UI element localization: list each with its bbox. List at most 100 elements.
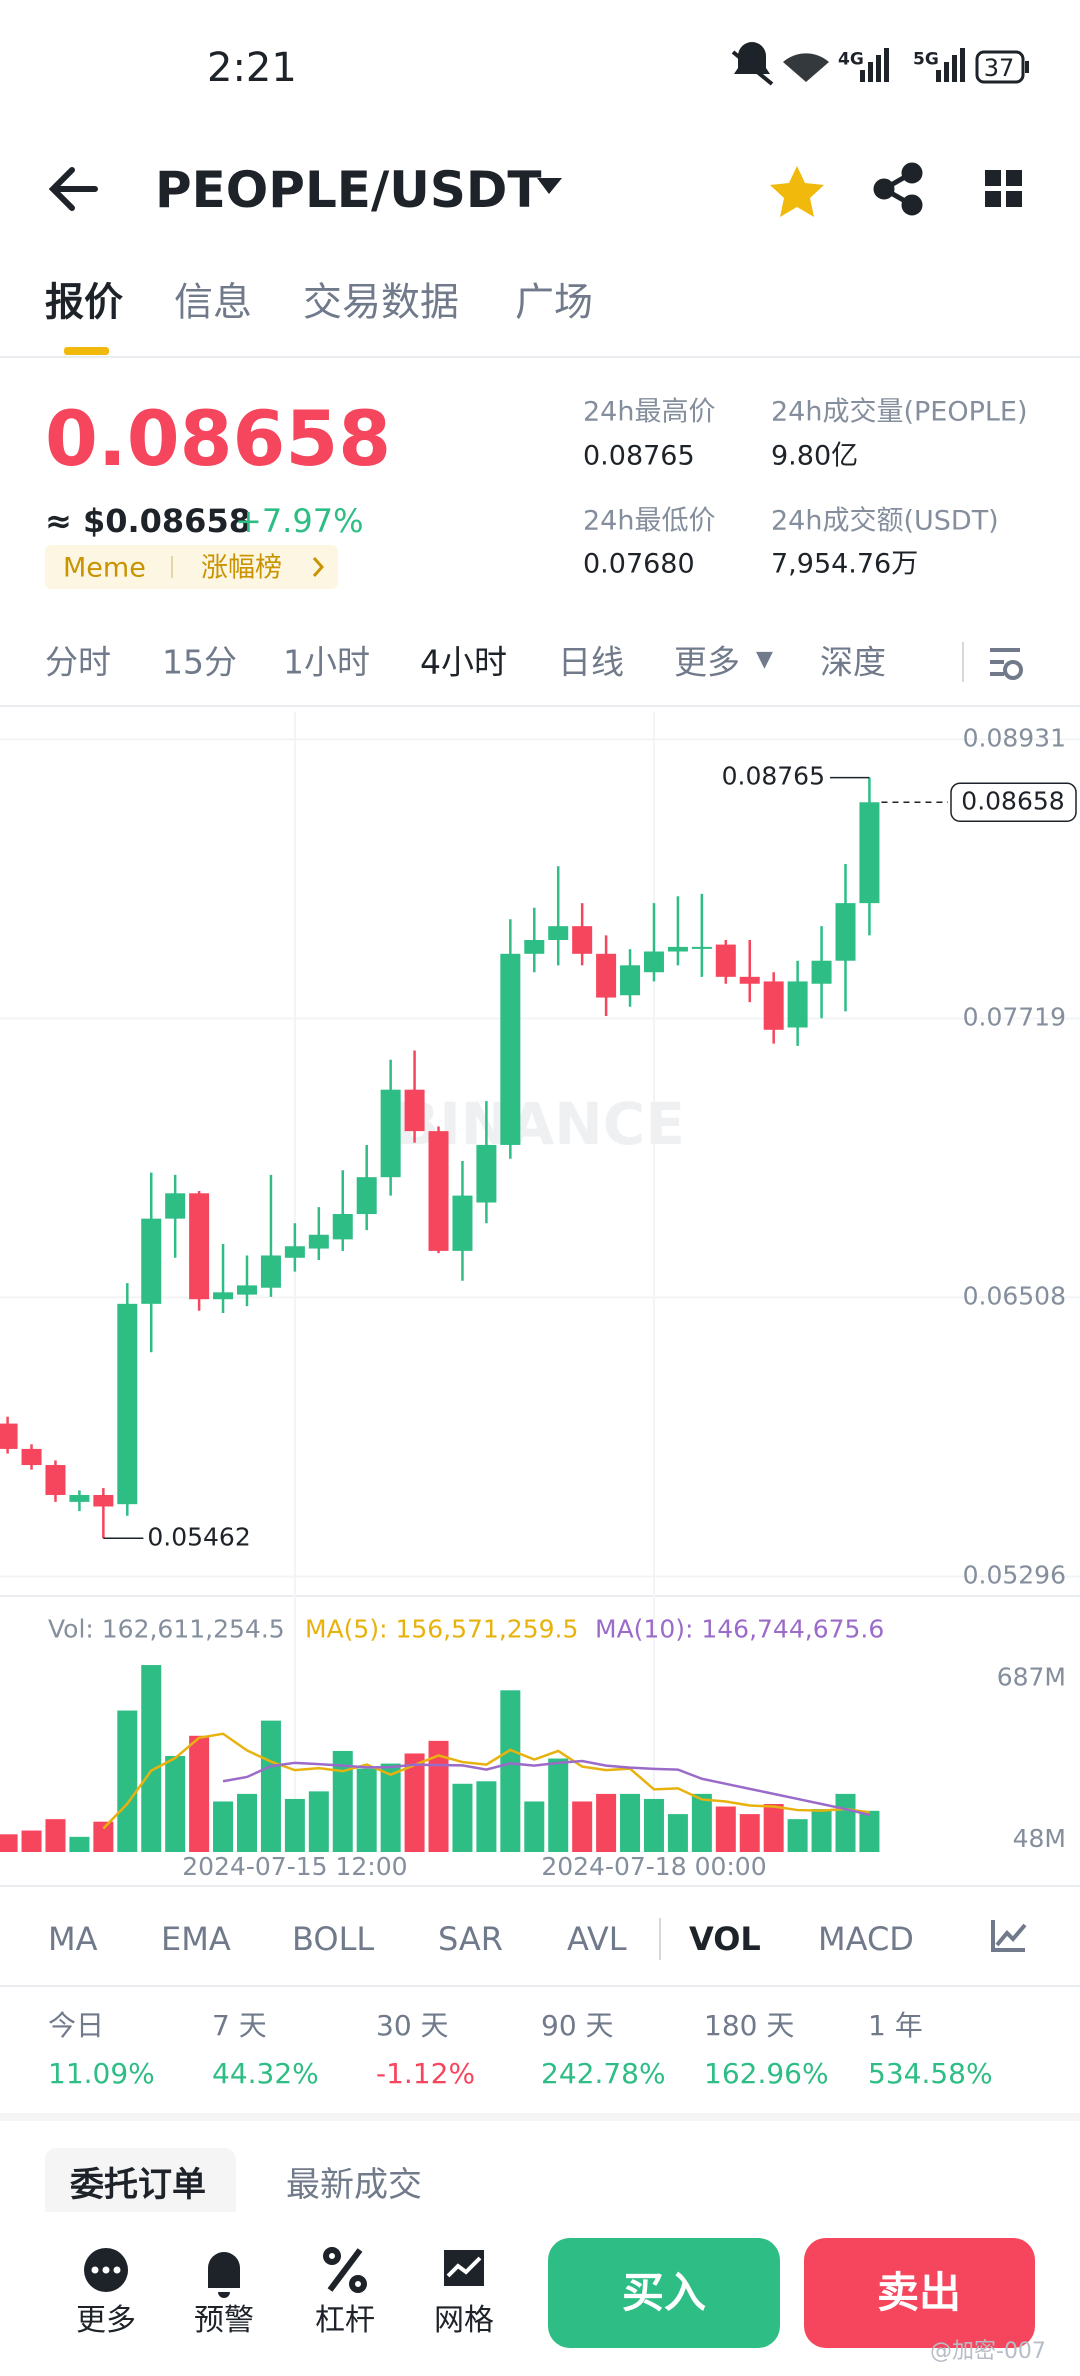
last-price-box [950,782,1077,823]
volume-bar [45,1819,66,1852]
period-change: 534.58% [868,2057,993,2090]
stat-label: 24h最低价 [583,505,716,537]
candle-body [787,981,808,1028]
candle-body [835,903,856,961]
volume-bar [213,1801,234,1852]
candle-body [763,981,784,1030]
interval[interactable]: 分时 [45,642,111,682]
candle-body [643,951,664,973]
volume-bar [308,1791,329,1852]
tag-background [45,545,338,589]
candle-body [476,1144,497,1203]
candle-body [260,1255,281,1288]
nav-label[interactable]: 更多 [76,2303,136,2338]
order-tab[interactable]: 最新成交 [286,2165,422,2205]
nav-label[interactable]: 杠杆 [315,2303,375,2338]
candle-body [572,926,593,954]
interval[interactable]: 深度 [820,642,886,682]
volume-bar [380,1763,401,1852]
stat-value: 0.08765 [583,440,695,472]
interval[interactable]: 1小时 [283,642,370,682]
interval[interactable]: 15分 [162,642,237,682]
candle-body [548,926,569,940]
volume-bar [715,1806,736,1852]
indicator[interactable]: AVL [567,1920,627,1958]
volume-bar [787,1819,808,1852]
tab[interactable]: 信息 [174,280,253,326]
tag[interactable]: 涨幅榜 [201,552,282,584]
watermark: @加密-007 [930,2339,1046,2364]
candle-body [189,1193,210,1300]
dropdown-icon[interactable]: ▼ [756,647,773,672]
share-icon[interactable] [873,162,923,216]
indicator[interactable]: SAR [438,1920,504,1958]
favorite-icon[interactable] [770,166,824,217]
chevron[interactable] [312,557,325,577]
volume-bar [356,1768,377,1852]
indicator[interactable]: VOL [689,1920,761,1958]
volume-bar [404,1753,425,1852]
stat-label: 24h成交额(USDT) [771,505,999,537]
back-icon[interactable] [48,167,98,211]
candle-body [380,1089,401,1178]
tab[interactable]: 交易数据 [303,280,460,326]
volume-bar [428,1740,449,1852]
volume-bar [811,1809,832,1852]
candle-body [45,1465,66,1495]
tab[interactable]: 广场 [515,280,594,326]
interval[interactable]: 更多 [674,642,740,682]
x-tick-label: 2024-07-15 12:00 [182,1852,407,1881]
candle-body [308,1234,329,1249]
nav-label[interactable]: 预警 [194,2303,254,2338]
chart-settings-icon[interactable] [991,1920,1027,1952]
grid-icon[interactable] [985,170,1022,207]
settings-icon[interactable] [990,648,1020,676]
volume-bar [763,1804,784,1852]
buy-label[interactable]: 买入 [621,2268,707,2317]
network: 4G [838,49,864,70]
tab[interactable]: 报价 [45,280,124,326]
sell-label[interactable]: 卖出 [876,2268,962,2317]
volume-bar [667,1814,688,1852]
stat-value: 7,954.76万 [771,548,919,580]
candle-body [284,1246,305,1258]
period-change: 44.32% [212,2057,319,2090]
high-label: 0.08765 [722,762,825,791]
indicator[interactable]: BOLL [292,1920,375,1958]
order-tab[interactable]: 委托订单 [70,2165,206,2205]
period-change: 11.09% [48,2057,155,2090]
candle-body [213,1292,234,1300]
candle-body [69,1494,90,1502]
period-change: -1.12% [376,2057,476,2090]
candle-body [596,953,617,998]
tag[interactable]: Meme [63,552,146,584]
candle-body [0,1423,18,1449]
candle-body [404,1089,425,1132]
indicator[interactable]: MACD [818,1920,914,1958]
settings-icon[interactable] [1003,660,1023,680]
volume-bar [835,1793,856,1852]
sell-button[interactable] [804,2238,1035,2348]
volume-bar [69,1836,90,1852]
volume-bar [284,1798,305,1852]
alert-icon[interactable] [208,2252,240,2298]
grid-trading-icon[interactable] [444,2250,484,2286]
indicator[interactable]: EMA [161,1920,231,1958]
y-tick-label: 0.06508 [963,1281,1066,1310]
last-price: 0.08658 [45,394,392,483]
volume-bar [21,1830,42,1852]
nav-label[interactable]: 网格 [434,2303,494,2338]
interval[interactable]: 日线 [558,642,624,682]
order-tab-background[interactable] [45,2148,236,2220]
leverage-icon[interactable] [323,2247,367,2293]
dropdown-icon[interactable] [537,178,562,194]
interval[interactable]: 4小时 [420,642,507,682]
indicator[interactable]: MA [48,1920,98,1958]
volume-bar [572,1801,593,1852]
candle-body [524,939,545,954]
last-price-label: 0.08658 [961,786,1064,815]
buy-button[interactable] [548,2238,780,2348]
low-label: 0.05462 [147,1522,250,1551]
pair-title[interactable]: PEOPLE/USDT [155,161,542,219]
